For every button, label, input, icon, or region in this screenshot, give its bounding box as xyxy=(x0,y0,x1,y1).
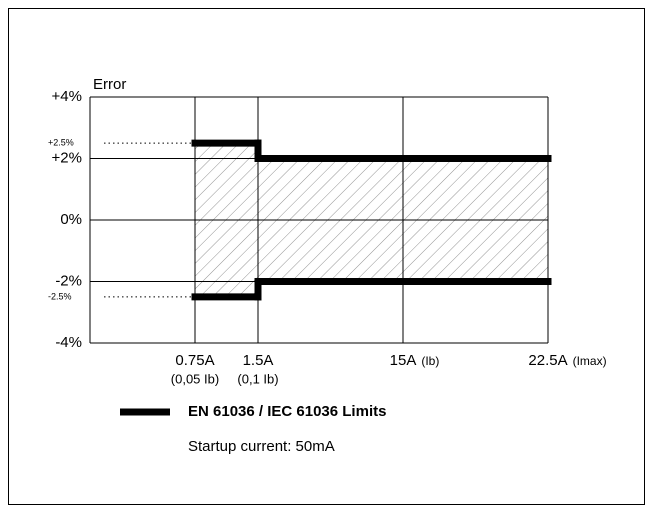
note: Startup current: 50mA xyxy=(188,438,335,455)
y-tick-label: 0% xyxy=(60,211,82,228)
x-tick-label: 1.5A xyxy=(243,352,274,369)
x-tick-label: 0.75A xyxy=(175,352,214,369)
minor-tick-label: -2.5% xyxy=(48,291,72,301)
x-tick-label: 22.5A xyxy=(528,352,567,369)
y-tick-label: +4% xyxy=(52,88,82,105)
minor-tick-label: +2.5% xyxy=(48,138,74,148)
legend-label: EN 61036 / IEC 61036 Limits xyxy=(188,403,386,420)
x-tick-note: (Ib) xyxy=(421,354,439,368)
y-axis-label: Error xyxy=(93,76,126,93)
x-tick-note: (0,05 Ib) xyxy=(171,371,219,386)
y-tick-label: -2% xyxy=(55,272,82,289)
y-tick-label: -4% xyxy=(55,334,82,351)
frame xyxy=(8,8,645,505)
x-tick-label: 15A xyxy=(390,352,417,369)
y-tick-label: +2% xyxy=(52,149,82,166)
x-tick-note: (Imax) xyxy=(573,354,607,368)
x-tick-note: (0,1 Ib) xyxy=(237,371,278,386)
